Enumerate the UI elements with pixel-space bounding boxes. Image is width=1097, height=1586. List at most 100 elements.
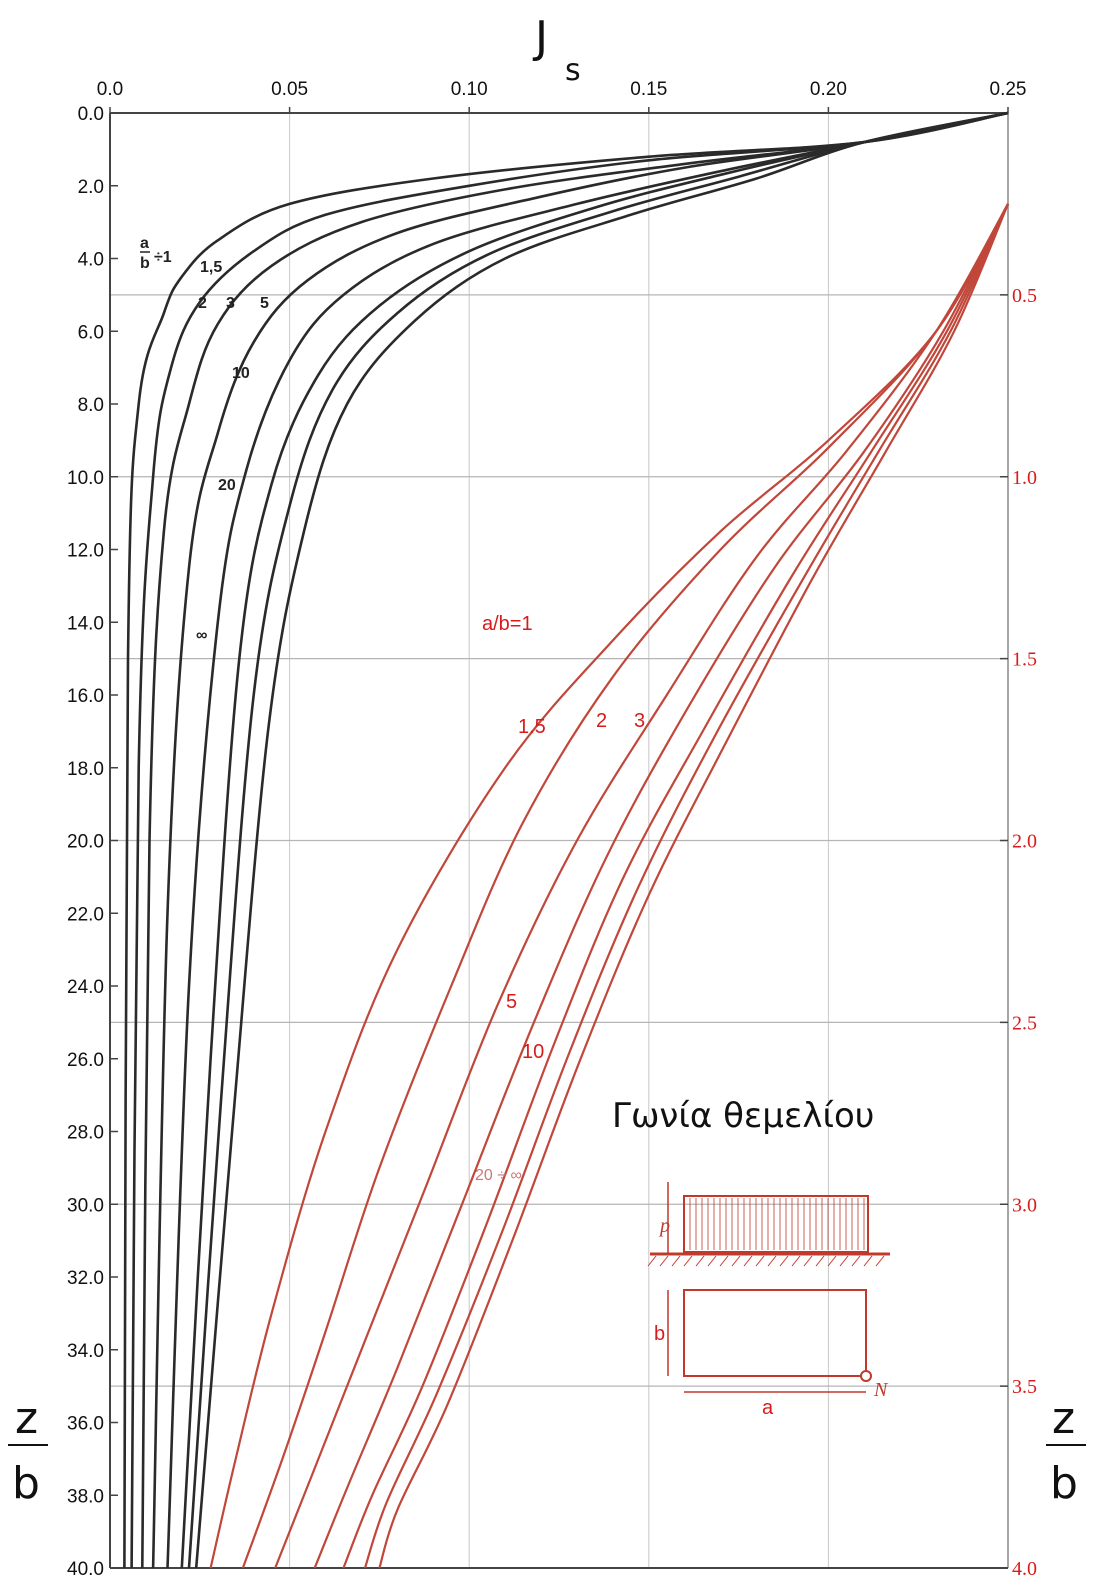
red-series-6 (378, 203, 1010, 1569)
ground-hatch-line (719, 1255, 729, 1267)
red-label-20-inf: 20 ÷ ∞ (475, 1167, 522, 1184)
y-left-tick-label-6: 12.0 (67, 541, 104, 562)
red-series-3 (313, 203, 1009, 1569)
red-label-5: 5 (506, 991, 517, 1013)
y-left-tick-label-8: 16.0 (67, 686, 104, 707)
y-right-tick-label-3: 2.0 (1012, 831, 1037, 853)
y-left-tick-label-2: 4.0 (78, 250, 104, 271)
ground-hatching (647, 1255, 885, 1267)
corner-label: N (873, 1379, 889, 1401)
ground-hatch-line (875, 1255, 885, 1267)
ground-hatch-line (683, 1255, 693, 1267)
depth-label: b (654, 1323, 665, 1345)
x-tick-label-5: 0.25 (990, 79, 1027, 100)
y-left-tick-label-1: 2.0 (78, 177, 104, 198)
black-series-1 (130, 111, 1009, 1569)
red-series-4 (342, 203, 1009, 1569)
y-right-tick-label-4: 2.5 (1012, 1012, 1037, 1034)
y-left-tick-label-14: 28.0 (67, 1123, 104, 1144)
red-label-1-5: 1.5 (518, 716, 546, 738)
x-tick-label-1: 0.05 (271, 79, 308, 100)
foundation-plan (683, 1289, 867, 1377)
load-hatching (689, 1198, 865, 1250)
axis-ticks: 0.0 0.05 0.10 0.15 0.20 0.25 0.0 2.0 4.0 6.0 8.0 10… (67, 79, 1037, 1580)
black-series-7 (194, 111, 1009, 1569)
y-right-tick-label-7: 4.0 (1012, 1558, 1037, 1580)
left-y-axis-title-denominator: b (12, 1458, 40, 1509)
ground-hatch-line (827, 1255, 837, 1267)
y-left-tick-label-12: 24.0 (67, 977, 104, 998)
y-left-tick-label-7: 14.0 (67, 613, 104, 634)
black-label-infinity: ∞ (196, 627, 207, 644)
y-left-tick-label-10: 20.0 (67, 832, 104, 853)
black-label-5: 5 (260, 295, 269, 312)
y-left-tick-label-16: 32.0 (67, 1268, 104, 1289)
black-label-10: 10 (232, 365, 250, 382)
ground-hatch-line (791, 1255, 801, 1267)
ground-hatch-line (815, 1255, 825, 1267)
black-curves (123, 111, 1009, 1569)
black-label-1-5: 1,5 (200, 259, 222, 276)
black-label-20: 20 (218, 477, 236, 494)
ground-hatch-line (671, 1255, 681, 1267)
black-series-4 (166, 111, 1009, 1569)
y-left-tick-label-3: 6.0 (78, 322, 104, 343)
y-right-tick-label-5: 3.0 (1012, 1194, 1037, 1216)
ground-hatch-line (647, 1255, 657, 1267)
ground-hatch-line (851, 1255, 861, 1267)
red-curves (209, 203, 1010, 1569)
x-tick-label-0: 0.0 (97, 79, 123, 100)
y-left-tick-label-9: 18.0 (67, 759, 104, 780)
red-series-2 (274, 203, 1009, 1569)
ground-hatch-line (755, 1255, 765, 1267)
ground-hatch-line (695, 1255, 705, 1267)
y-left-tick-label-11: 22.0 (67, 904, 104, 925)
red-series-1 (241, 203, 1009, 1569)
black-label-2: 2 (198, 295, 207, 312)
black-label-3: 3 (226, 295, 235, 312)
black-series-2 (141, 111, 1009, 1569)
ground-hatch-line (767, 1255, 777, 1267)
y-left-tick-label-0: 0.0 (78, 104, 104, 125)
chart-title: Γωνία θεμελίου (612, 1096, 874, 1136)
corner-point (860, 1370, 872, 1382)
x-tick-label-3: 0.15 (630, 79, 667, 100)
y-left-tick-label-18: 36.0 (67, 1414, 104, 1435)
y-left-tick-label-15: 30.0 (67, 1195, 104, 1216)
y-left-tick-label-13: 26.0 (67, 1050, 104, 1071)
y-left-tick-label-4: 8.0 (78, 395, 104, 416)
black-series-6 (187, 111, 1009, 1569)
load-label: p (658, 1215, 670, 1237)
y-left-tick-label-17: 34.0 (67, 1341, 104, 1362)
ground-hatch-line (743, 1255, 753, 1267)
y-right-tick-label-2: 1.5 (1012, 649, 1037, 671)
right-y-axis-title-denominator: b (1050, 1458, 1078, 1509)
y-left-tick-label-5: 10.0 (67, 468, 104, 489)
ground-hatch-line (863, 1255, 873, 1267)
foundation-diagram: p N b a (647, 1182, 890, 1419)
x-tick-label-2: 0.10 (451, 79, 488, 100)
ground-hatch-line (803, 1255, 813, 1267)
load-block (683, 1195, 869, 1253)
ground-hatch-line (839, 1255, 849, 1267)
black-label-1-value: ÷1 (154, 249, 172, 266)
red-label-3: 3 (634, 710, 645, 732)
black-series-3 (151, 111, 1009, 1569)
red-series-5 (363, 203, 1010, 1569)
x-axis-title: J (532, 12, 548, 63)
red-curve-labels: a/b=1 1.5 2 3 5 10 20 ÷ ∞ (475, 613, 645, 1184)
y-left-tick-label-20: 40.0 (67, 1559, 104, 1580)
red-label-1: a/b=1 (482, 613, 533, 635)
ground-hatch-line (659, 1255, 669, 1267)
black-curve-labels: a b ÷1 1,5 2 3 5 10 20 ∞ (140, 235, 269, 644)
red-label-10: 10 (522, 1041, 544, 1063)
red-label-2: 2 (596, 710, 607, 732)
right-y-axis-title-numerator: z (1052, 1393, 1075, 1444)
x-tick-label-4: 0.20 (810, 79, 847, 100)
black-label-1: a (140, 235, 149, 252)
black-series-0 (123, 111, 1009, 1569)
x-axis-title-subscript: s (565, 53, 581, 88)
black-label-1-den: b (140, 255, 150, 272)
y-right-tick-label-6: 3.5 (1012, 1376, 1037, 1398)
